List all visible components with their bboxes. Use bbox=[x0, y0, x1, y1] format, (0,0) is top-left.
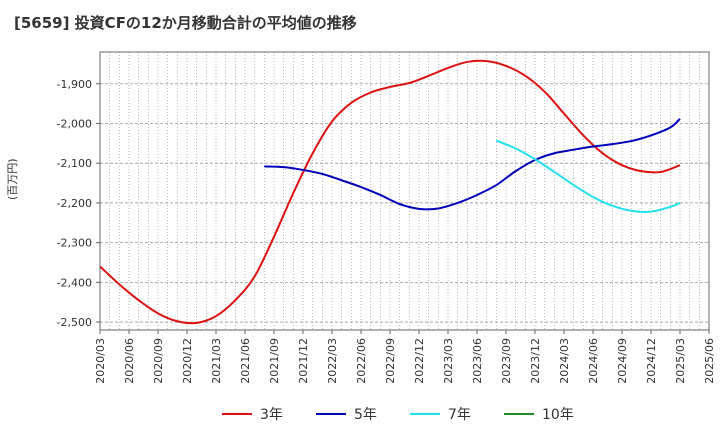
line-chart: -2,500 -2,400 -2,300 -2,200 -2,100 -2,000 -1,9… bbox=[57, 51, 716, 384]
legend-swatch bbox=[222, 413, 252, 415]
x-tick-label: 2025/06 bbox=[703, 338, 716, 384]
x-tick-label: 2020/09 bbox=[152, 338, 165, 384]
series-line-3年 bbox=[99, 59, 681, 325]
legend-label: 10年 bbox=[542, 407, 574, 423]
x-tick-label: 2023/12 bbox=[529, 338, 542, 384]
x-tick-label: 2024/12 bbox=[645, 338, 658, 384]
x-tick-label: 2022/06 bbox=[355, 338, 368, 384]
x-tick-label: 2022/12 bbox=[413, 338, 426, 384]
series-line-5年 bbox=[264, 117, 681, 211]
legend-label: 5年 bbox=[354, 407, 377, 423]
x-tick-label: 2020/03 bbox=[94, 338, 107, 384]
x-tick-label: 2020/06 bbox=[123, 338, 136, 384]
y-tick-label: -2,200 bbox=[57, 197, 92, 210]
y-tick-label: -2,400 bbox=[57, 276, 92, 289]
legend: 3年 5年 7年 10年 bbox=[0, 402, 720, 426]
legend-label: 3年 bbox=[260, 407, 283, 423]
legend-label: 7年 bbox=[448, 407, 471, 423]
x-tick-label: 2023/06 bbox=[471, 338, 484, 384]
y-tick-labels: -2,500 -2,400 -2,300 -2,200 -2,100 -2,000 -1,9… bbox=[57, 78, 100, 329]
x-tick-label: 2023/09 bbox=[500, 338, 513, 384]
y-tick-label: -1,900 bbox=[57, 78, 92, 91]
series-lines bbox=[99, 59, 681, 325]
x-tick-label: 2021/03 bbox=[210, 338, 223, 384]
x-tick-label: 2020/12 bbox=[181, 338, 194, 384]
x-tick-label: 2025/03 bbox=[674, 338, 687, 384]
plot-frame bbox=[99, 51, 710, 331]
page-title: [5659] 投資CFの12か月移動合計の平均値の推移 bbox=[14, 14, 357, 32]
legend-item: 3年 bbox=[222, 402, 283, 426]
legend-item: 7年 bbox=[410, 402, 471, 426]
x-tick-label: 2021/09 bbox=[268, 338, 281, 384]
legend-item: 5年 bbox=[316, 402, 377, 426]
x-tick-label: 2024/06 bbox=[587, 338, 600, 384]
legend-swatch bbox=[410, 413, 440, 415]
x-tick-label: 2024/09 bbox=[616, 338, 629, 384]
x-tick-labels: 2020/03 2020/06 2020/09 2020/12 2021/03 2021/… bbox=[94, 330, 716, 384]
x-tick-label: 2022/03 bbox=[326, 338, 339, 384]
x-tick-label: 2022/09 bbox=[384, 338, 397, 384]
y-tick-label: -2,300 bbox=[57, 237, 92, 250]
grid-lines bbox=[100, 52, 709, 330]
y-tick-label: -2,000 bbox=[57, 117, 92, 130]
x-tick-label: 2021/06 bbox=[239, 338, 252, 384]
legend-swatch bbox=[316, 413, 346, 415]
legend-item: 10年 bbox=[504, 402, 574, 426]
legend-swatch bbox=[504, 413, 534, 415]
x-tick-label: 2021/12 bbox=[297, 338, 310, 384]
x-tick-label: 2024/03 bbox=[558, 338, 571, 384]
series-line-7年 bbox=[495, 139, 681, 213]
y-tick-label: -2,500 bbox=[57, 316, 92, 329]
y-tick-label: -2,100 bbox=[57, 157, 92, 170]
x-tick-label: 2023/03 bbox=[442, 338, 455, 384]
